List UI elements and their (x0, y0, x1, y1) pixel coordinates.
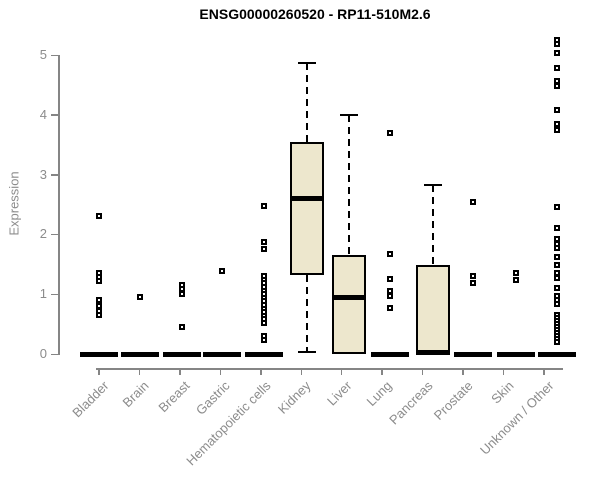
outlier-point (553, 244, 560, 251)
x-axis-tick (543, 368, 545, 375)
x-axis-line (96, 368, 563, 370)
box-iqr (331, 255, 366, 354)
outlier-point (553, 50, 560, 57)
collapsed-box-at-zero (203, 351, 242, 357)
outlier-point (512, 276, 519, 283)
x-axis-tick (381, 368, 383, 375)
outlier-point (96, 213, 102, 220)
x-axis-tick (138, 368, 141, 375)
upper-whisker-cap (423, 183, 442, 186)
y-axis-tick (51, 293, 58, 296)
upper-whisker (431, 184, 434, 266)
lower-whisker (306, 275, 309, 353)
collapsed-box-at-zero (537, 351, 576, 357)
collapsed-box-at-zero (371, 351, 410, 357)
outlier-point (553, 301, 560, 308)
outlier-point (260, 202, 267, 209)
collapsed-box-at-zero (454, 351, 493, 357)
outlier-point (178, 291, 185, 298)
outlier-point (553, 253, 560, 260)
x-axis-tick (421, 368, 424, 375)
y-axis-tick-label: 1 (39, 286, 47, 302)
collapsed-box-at-zero (162, 351, 201, 357)
outlier-point (553, 261, 560, 268)
collapsed-box-at-zero (496, 351, 535, 357)
x-axis-tick (300, 368, 302, 375)
x-axis-tick (340, 368, 343, 375)
outlier-point (553, 225, 560, 232)
collapsed-box-at-zero (80, 351, 118, 357)
outlier-point (387, 251, 394, 258)
y-axis-line (58, 55, 60, 355)
y-axis-tick (51, 114, 58, 116)
x-axis-tick (219, 368, 222, 375)
chart-title: ENSG00000260520 - RP11-510M2.6 (199, 6, 431, 22)
outlier-point (137, 294, 144, 301)
outlier-point (553, 65, 560, 72)
outlier-point (178, 324, 185, 331)
outlier-point (553, 107, 560, 114)
outlier-point (96, 278, 102, 285)
y-axis-tick (51, 174, 58, 176)
outlier-point (553, 41, 560, 48)
outlier-point (553, 285, 560, 292)
y-axis-tick-label: 0 (39, 346, 47, 361)
box-iqr (415, 265, 450, 354)
median-line (290, 196, 325, 202)
collapsed-box-at-zero (244, 351, 283, 357)
outlier-point (260, 319, 267, 326)
outlier-point (512, 270, 519, 277)
outlier-point (553, 121, 560, 128)
outlier-point (553, 339, 560, 346)
outlier-point (387, 304, 394, 311)
outlier-point (260, 336, 267, 343)
x-axis-tick (462, 368, 464, 375)
outlier-point (470, 273, 477, 280)
box-iqr (290, 141, 325, 276)
y-axis-tick-label: 3 (39, 166, 47, 182)
y-axis-tick-label: 2 (39, 226, 47, 242)
outlier-point (553, 275, 560, 282)
outlier-point (470, 280, 477, 287)
y-axis-label: Expression (6, 171, 22, 236)
y-axis-tick (51, 54, 58, 56)
y-axis-tick (51, 233, 58, 236)
lower-whisker-cap (298, 351, 317, 354)
median-line (415, 350, 450, 356)
y-axis-tick-label: 5 (39, 47, 47, 62)
upper-whisker-cap (298, 61, 317, 64)
outlier-point (260, 245, 267, 252)
outlier-point (553, 83, 560, 90)
x-axis-tick (260, 368, 262, 375)
x-axis-tick (502, 368, 505, 375)
outlier-point (387, 129, 394, 136)
outlier-point (260, 238, 267, 245)
y-axis-tick (51, 353, 58, 355)
upper-whisker (306, 62, 309, 142)
collapsed-box-at-zero (121, 351, 160, 357)
x-axis-tick (179, 368, 181, 375)
upper-whisker-cap (339, 113, 358, 116)
upper-whisker (347, 114, 350, 256)
outlier-point (553, 77, 560, 84)
y-axis-tick-label: 4 (39, 106, 47, 122)
outlier-point (387, 292, 394, 299)
outlier-point (96, 297, 102, 304)
median-line (331, 294, 366, 300)
outlier-point (387, 276, 394, 283)
outlier-point (219, 268, 226, 275)
outlier-point (553, 204, 560, 211)
outlier-point (553, 127, 560, 134)
outlier-point (96, 312, 102, 319)
x-axis-tick (98, 368, 100, 375)
outlier-point (470, 198, 477, 205)
